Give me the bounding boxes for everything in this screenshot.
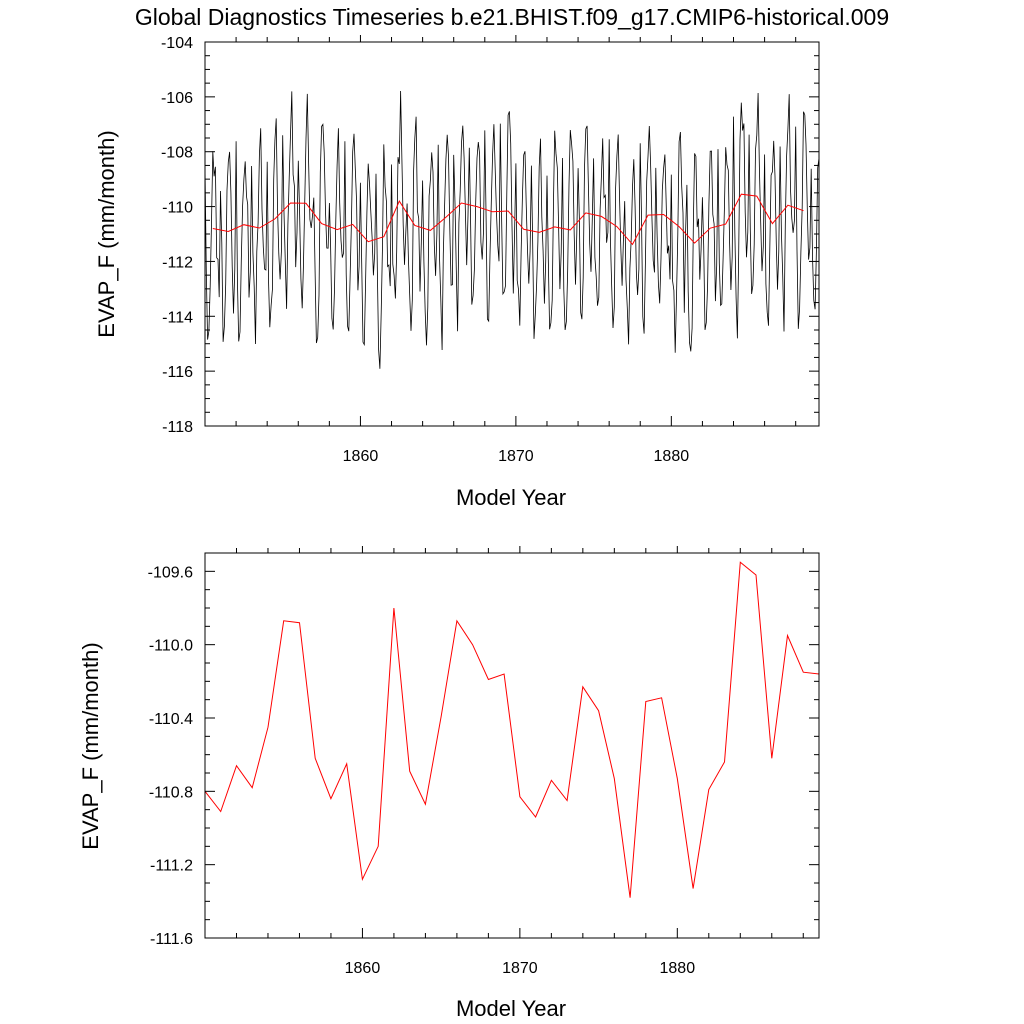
y-tick-label: -111.6 [150, 931, 193, 948]
monthly-line [204, 90, 820, 369]
y-tick-label: -110.0 [149, 638, 193, 655]
x-tick-label: 1880 [654, 448, 690, 465]
y-tick-label: -111.2 [150, 858, 193, 875]
y-tick-label: -114 [162, 309, 193, 326]
x-tick-label: 1860 [343, 448, 379, 465]
panel-top-chart: -104 -106 -108 -110 -112 -114 -116 -118 1860 187… [94, 35, 820, 510]
y-tick-label: -116 [162, 364, 193, 381]
y-tick-label: -112 [162, 254, 193, 271]
annual-series-overlay [212, 193, 804, 246]
y-tick-labels-bottom: -109.6 -110.0 -110.4 -110.8 -111.2 -111.6 [148, 564, 193, 948]
annual-mean-line [212, 193, 804, 246]
annual-mean-line [204, 561, 820, 898]
y-tick-label: -110 [162, 200, 193, 217]
plot-frame-bottom [204, 552, 820, 939]
x-tick-labels-bottom: 1860 1870 1880 [345, 960, 696, 977]
y-tick-label: -118 [162, 419, 193, 436]
tick-marks-bottom [205, 546, 819, 939]
y-axis-label-top: EVAP_F (mm/month) [94, 130, 119, 337]
y-tick-labels-top: -104 -106 -108 -110 -112 -114 -116 -118 [161, 35, 193, 436]
x-tick-label: 1880 [660, 960, 696, 977]
monthly-series [204, 90, 820, 369]
x-axis-label-top: Model Year [456, 485, 566, 510]
x-tick-label: 1870 [502, 960, 538, 977]
tick-marks-top [205, 35, 819, 427]
x-axis-label-bottom: Model Year [456, 996, 566, 1021]
x-tick-label: 1870 [498, 448, 534, 465]
y-tick-label: -110.8 [149, 784, 193, 801]
annual-series [204, 561, 820, 898]
y-tick-label: -106 [161, 90, 193, 107]
y-tick-label: -104 [161, 35, 193, 52]
figure-title: Global Diagnostics Timeseries b.e21.BHIS… [135, 4, 889, 30]
y-tick-label: -109.6 [148, 564, 193, 581]
y-tick-label: -108 [161, 145, 193, 162]
y-tick-label: -110.4 [149, 711, 193, 728]
x-tick-label: 1860 [345, 960, 381, 977]
x-tick-labels-top: 1860 1870 1880 [343, 448, 690, 465]
panel-bottom-chart: -109.6 -110.0 -110.4 -110.8 -111.2 -111.6 186… [78, 546, 820, 1021]
y-axis-label-bottom: EVAP_F (mm/month) [78, 642, 103, 849]
